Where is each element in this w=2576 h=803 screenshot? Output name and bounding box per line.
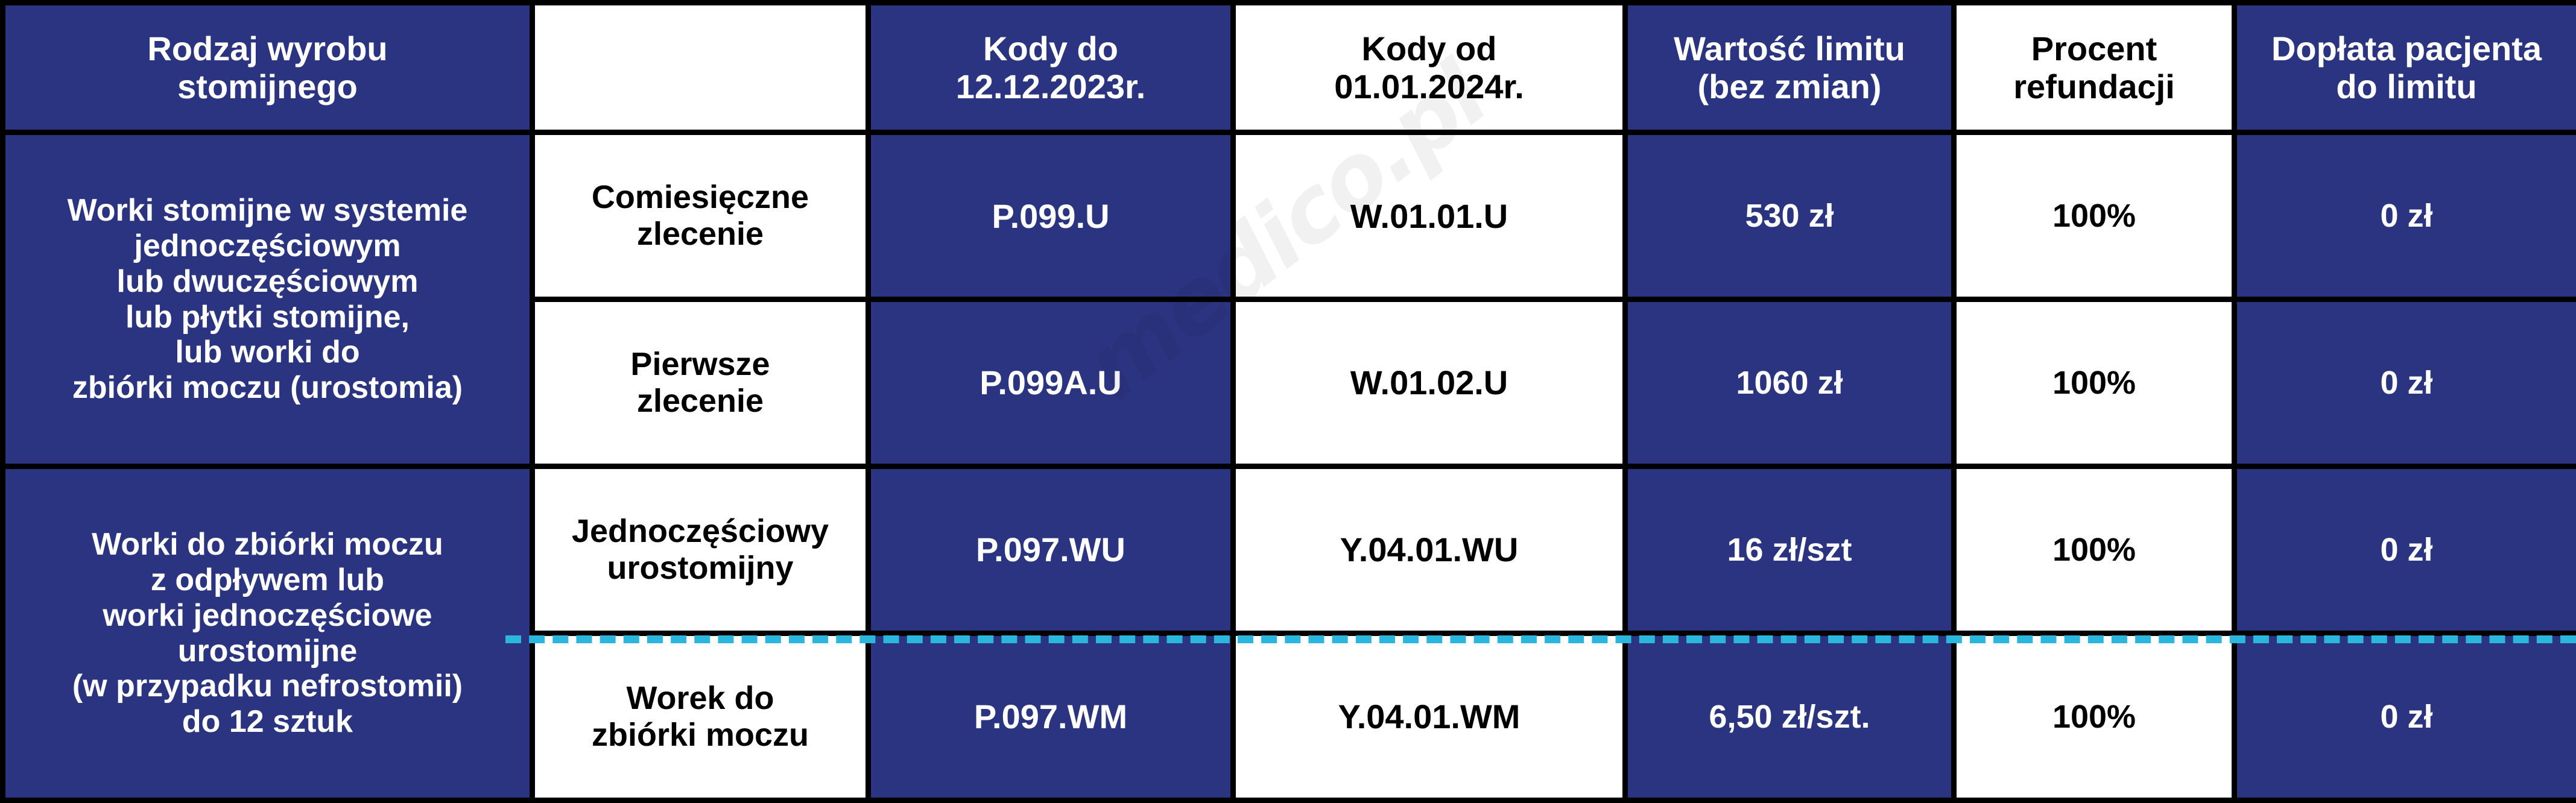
- code-old-cell: P.099.U: [866, 130, 1236, 303]
- refund-percent-cell: 100%: [1951, 464, 2237, 637]
- header-refund-percent: Procent refundacji: [1951, 0, 2237, 136]
- table-row: Worki stomijne w systemie jednoczęściowy…: [0, 130, 2576, 470]
- limit-value-cell: 16 zł/szt: [1622, 464, 1957, 637]
- refund-percent-cell: 100%: [1951, 297, 2237, 470]
- refund-percent-cell: 100%: [1951, 631, 2237, 803]
- header-order-type-blank: [530, 0, 871, 136]
- table-row: Worki do zbiórki moczu z odpływem lub wo…: [0, 464, 2576, 803]
- surcharge-cell: 0 zł: [2232, 631, 2576, 803]
- table-header-row: Rodzaj wyrobu stomijnego Kody do 12.12.2…: [0, 0, 2576, 136]
- code-old-cell: P.099A.U: [866, 297, 1236, 470]
- surcharge-cell: 0 zł: [2232, 464, 2576, 637]
- header-codes-new: Kody od 01.01.2024r.: [1230, 0, 1628, 136]
- code-new-cell: W.01.02.U: [1230, 297, 1628, 470]
- code-old-cell: P.097.WU: [866, 464, 1236, 637]
- order-type-cell: Jednoczęściowy urostomijny: [530, 464, 871, 637]
- table-row: Worek do zbiórki moczu P.097.WM Y.04.01.…: [3, 631, 2576, 803]
- header-limit-value: Wartość limitu (bez zmian): [1622, 0, 1957, 136]
- code-new-cell: Y.04.01.WM: [1230, 631, 1628, 803]
- order-type-cell: Comiesięczne zlecenie: [530, 130, 871, 303]
- refund-percent-cell: 100%: [1951, 130, 2237, 303]
- surcharge-cell: 0 zł: [2232, 130, 2576, 303]
- code-old-cell: P.097.WM: [866, 631, 1236, 803]
- code-new-cell: Y.04.01.WU: [1230, 464, 1628, 637]
- category-cell-stoma-bags: Worki stomijne w systemie jednoczęściowy…: [0, 130, 535, 470]
- surcharge-cell: 0 zł: [2232, 297, 2576, 470]
- header-product-type: Rodzaj wyrobu stomijnego: [0, 0, 535, 136]
- code-new-cell: W.01.01.U: [1230, 130, 1628, 303]
- limit-value-cell: 530 zł: [1622, 130, 1957, 303]
- header-codes-old: Kody do 12.12.2023r.: [866, 0, 1236, 136]
- limit-value-cell: 6,50 zł/szt.: [1622, 631, 1957, 803]
- order-type-cell: Pierwsze zlecenie: [530, 297, 871, 470]
- category-cell-urine-bags: Worki do zbiórki moczu z odpływem lub wo…: [0, 464, 535, 803]
- order-type-cell: Worek do zbiórki moczu: [530, 631, 871, 803]
- header-patient-surcharge: Dopłata pacjenta do limitu: [2232, 0, 2576, 136]
- limit-value-cell: 1060 zł: [1622, 297, 1957, 470]
- table-row: Pierwsze zlecenie P.099A.U W.01.02.U 106…: [3, 297, 2576, 470]
